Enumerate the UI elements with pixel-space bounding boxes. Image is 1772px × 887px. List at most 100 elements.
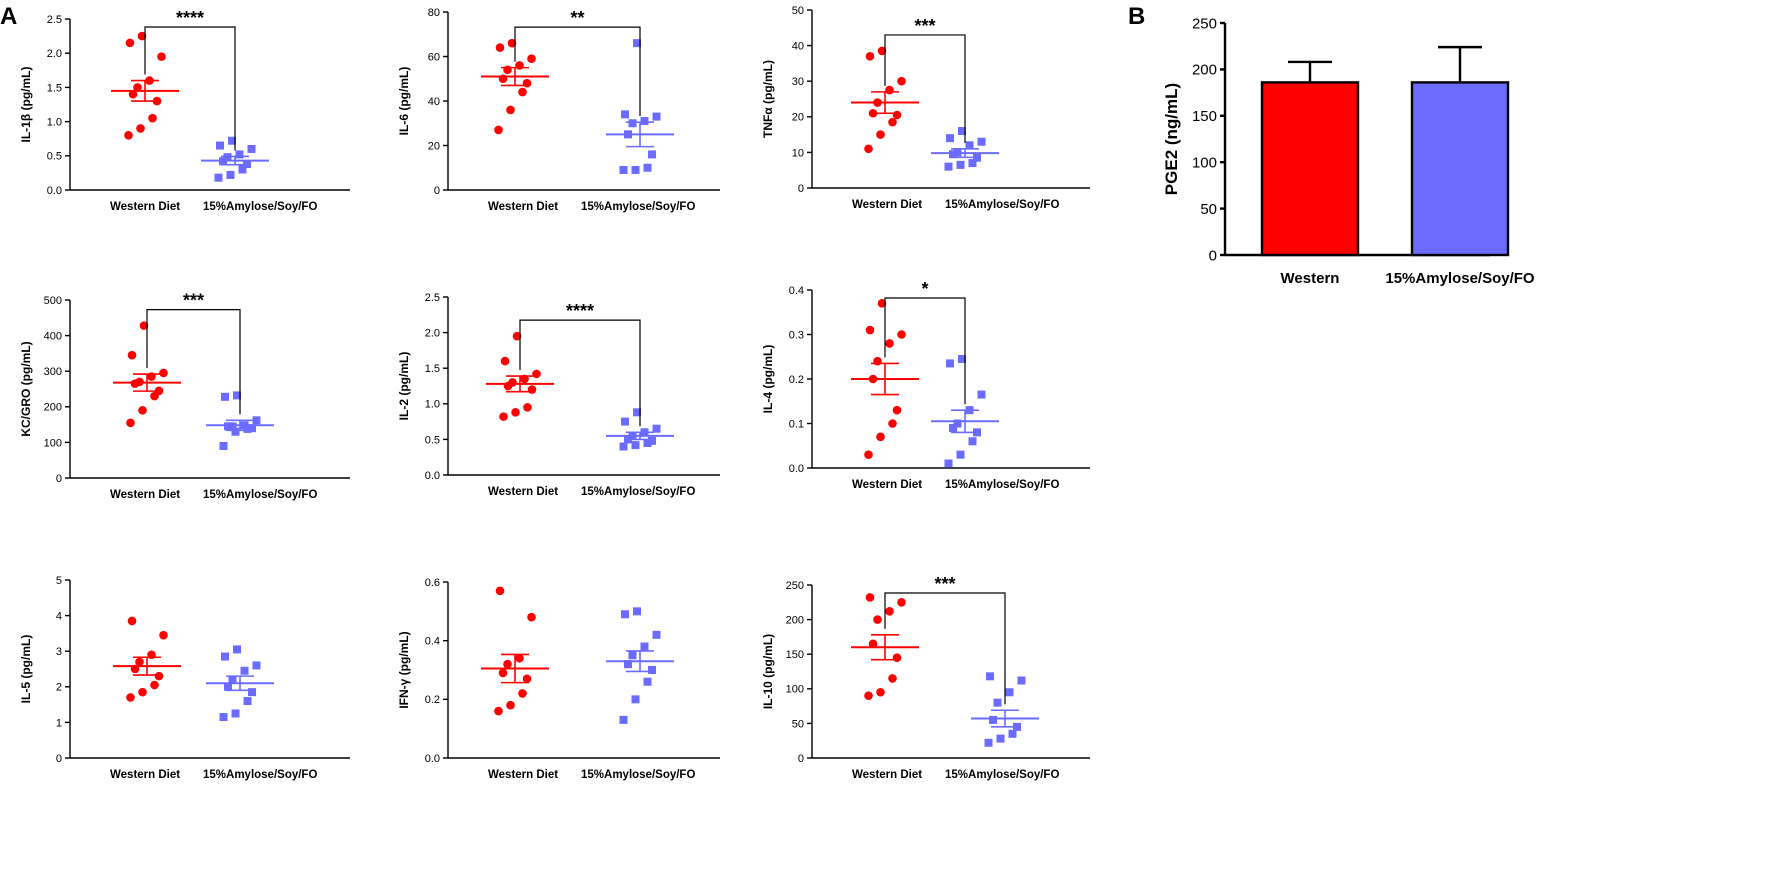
data-point [949, 423, 957, 432]
data-point [873, 615, 882, 624]
data-point [648, 436, 656, 445]
data-point [648, 150, 656, 159]
data-point [968, 437, 977, 446]
y-tick-label: 1.5 [425, 363, 440, 375]
data-point [864, 691, 873, 701]
significance-label: * [921, 279, 928, 299]
data-point [228, 136, 236, 145]
data-point [648, 666, 656, 674]
data-point [892, 405, 902, 415]
y-tick-label: 60 [428, 51, 440, 63]
y-axis-label: IL-10 (pg/mL) [761, 634, 775, 709]
y-axis-label: IL-2 (pg/mL) [397, 352, 411, 421]
y-tick-label: 40 [792, 40, 804, 52]
x-category-label: Western Diet [852, 199, 922, 211]
data-point [500, 356, 510, 366]
y-tick-label: 150 [786, 649, 804, 661]
data-point [248, 688, 256, 697]
data-point [984, 738, 993, 747]
x-category-label: Western [1281, 270, 1340, 287]
data-point [888, 419, 897, 428]
x-category-label: Western Diet [488, 769, 558, 781]
y-tick-label: 100 [1192, 154, 1217, 171]
y-tick-label: 0 [434, 185, 440, 197]
data-point [159, 368, 168, 378]
data-point [231, 427, 240, 436]
data-point [126, 418, 135, 428]
chart-ifng: 0.0 0.2 0.4 0.6 IFN-γ (pg/mL) Western Diet 15%… [397, 577, 720, 781]
data-point [133, 83, 142, 92]
x-category-label: 15%Amylose/Soy/FO [581, 201, 695, 213]
data-point [876, 130, 885, 139]
y-tick-label: 80 [428, 7, 440, 19]
data-point [137, 31, 147, 41]
chart-il6: 0 20 40 60 80 IL-6 (pg/mL) Western Diet 15%Amyl… [397, 7, 720, 213]
significance-label: ** [570, 8, 584, 28]
x-category-label: Western Diet [852, 769, 922, 781]
x-category-label: 15%Amylose/Soy/FO [581, 769, 695, 781]
bar [1260, 81, 1360, 257]
data-point [1017, 676, 1026, 685]
x-category-label: 15%Amylose/Soy/FO [945, 769, 1059, 781]
y-axis-label: IL-4 (pg/mL) [761, 345, 775, 414]
y-tick-label: 0.0 [47, 185, 62, 197]
data-point [219, 713, 228, 722]
data-point [888, 674, 897, 683]
data-point [624, 660, 632, 669]
data-point [522, 674, 532, 684]
data-point [231, 709, 240, 718]
y-tick-label: 40 [428, 96, 440, 108]
data-point [877, 46, 887, 56]
data-point [506, 700, 515, 710]
bar [1410, 81, 1510, 257]
data-point [965, 141, 974, 150]
y-tick-label: 300 [44, 366, 62, 378]
data-point [228, 675, 237, 684]
data-point [958, 127, 966, 136]
data-point [633, 607, 641, 616]
data-point [532, 369, 541, 379]
data-point [224, 422, 232, 431]
significance-label: **** [566, 301, 594, 321]
data-point [953, 419, 962, 428]
data-point [135, 657, 144, 667]
y-axis-label: PGE2 (ng/mL) [1162, 83, 1181, 195]
data-point [944, 162, 953, 171]
x-category-label: 15%Amylose/Soy/FO [1385, 270, 1535, 287]
data-point [868, 639, 878, 649]
x-category-label: Western Diet [110, 769, 180, 781]
data-point [157, 52, 166, 61]
data-point [621, 610, 629, 619]
data-point [892, 110, 902, 120]
data-point [968, 159, 977, 168]
data-point [1005, 688, 1014, 697]
y-tick-label: 2.5 [47, 14, 62, 26]
significance-label: *** [934, 574, 955, 594]
significance-bracket [146, 309, 241, 415]
x-category-label: 15%Amylose/Soy/FO [203, 489, 317, 501]
data-point [235, 150, 244, 159]
y-tick-label: 20 [792, 112, 804, 124]
y-tick-label: 400 [44, 330, 62, 342]
y-tick-label: 50 [792, 5, 804, 17]
data-point [499, 412, 508, 421]
y-tick-label: 0.5 [47, 151, 62, 163]
data-point [619, 442, 628, 451]
data-point [640, 117, 649, 126]
data-point [159, 630, 168, 640]
chart-il2: 0.0 0.5 1.0 1.5 2.0 2.5 IL-2 (pg/mL) Western Di… [397, 292, 720, 498]
data-point [865, 325, 875, 335]
data-point [124, 130, 133, 140]
data-point [233, 391, 241, 400]
chart-il4: 0.0 0.1 0.2 0.3 0.4 IL-4 (pg/mL) Western Diet 1… [761, 279, 1090, 491]
y-tick-label: 0.4 [789, 285, 804, 297]
y-tick-label: 250 [786, 580, 804, 592]
data-point [523, 403, 532, 412]
y-tick-label: 2 [56, 682, 62, 694]
data-point [633, 408, 641, 417]
data-point [527, 385, 537, 394]
data-point [126, 693, 135, 702]
data-point [148, 113, 157, 123]
y-tick-label: 0.0 [425, 470, 440, 482]
panel-label-a: A [0, 3, 17, 30]
